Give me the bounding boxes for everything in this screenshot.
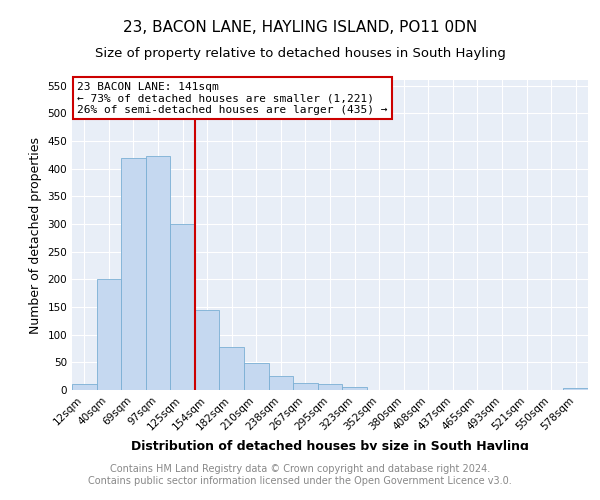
Bar [220,347,244,390]
Bar [146,156,170,390]
Text: Contains HM Land Registry data © Crown copyright and database right 2024.
Contai: Contains HM Land Registry data © Crown c… [88,464,512,486]
Bar [72,384,97,390]
Bar [170,224,195,390]
Y-axis label: Number of detached properties: Number of detached properties [29,136,42,334]
Bar [244,364,269,390]
X-axis label: Distribution of detached houses by size in South Hayling: Distribution of detached houses by size … [131,440,529,453]
Bar [293,383,318,390]
Text: 23, BACON LANE, HAYLING ISLAND, PO11 0DN: 23, BACON LANE, HAYLING ISLAND, PO11 0DN [123,20,477,35]
Bar [269,376,293,390]
Bar [121,158,146,390]
Bar [195,310,220,390]
Text: Size of property relative to detached houses in South Hayling: Size of property relative to detached ho… [95,48,505,60]
Bar [342,387,367,390]
Bar [563,388,588,390]
Text: 23 BACON LANE: 141sqm
← 73% of detached houses are smaller (1,221)
26% of semi-d: 23 BACON LANE: 141sqm ← 73% of detached … [77,82,388,115]
Bar [97,280,121,390]
Bar [318,384,342,390]
